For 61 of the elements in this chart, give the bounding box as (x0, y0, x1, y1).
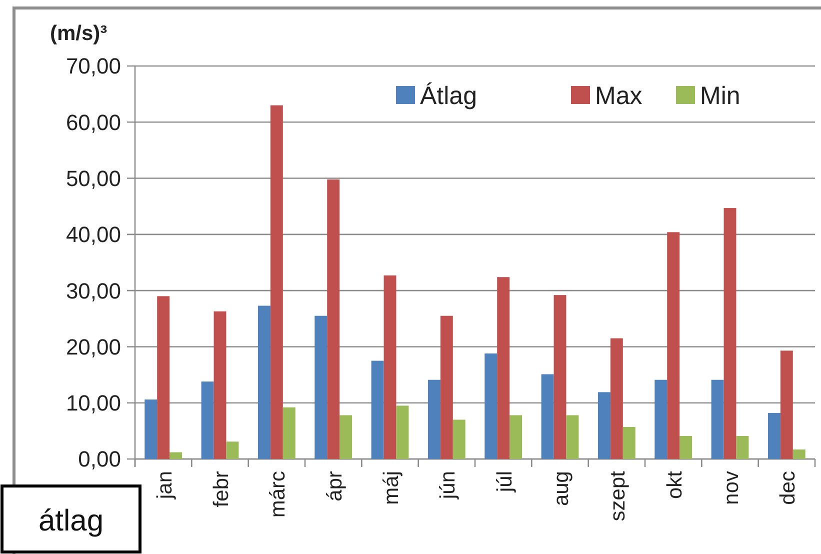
bar (484, 353, 498, 459)
bar (680, 436, 692, 459)
bar (371, 360, 384, 459)
bar (226, 442, 239, 459)
legend-label: Min (700, 82, 740, 110)
bar (384, 275, 396, 459)
bar (792, 449, 806, 459)
bar (170, 452, 182, 459)
bar (711, 380, 724, 459)
bar (314, 316, 328, 459)
bar (654, 380, 668, 459)
y-axis-title: (m/s)³ (50, 22, 108, 45)
bar (201, 382, 214, 459)
bar (610, 338, 623, 459)
x-tick-label: aug (550, 471, 573, 506)
bar (497, 277, 510, 459)
bar (396, 406, 409, 459)
text: átlag (38, 504, 104, 538)
bar (157, 296, 170, 459)
bar (667, 232, 680, 459)
bar (566, 415, 579, 459)
bar (736, 436, 749, 459)
bar (144, 399, 158, 459)
y-tick-label: 50,00 (66, 166, 121, 191)
bar (510, 415, 522, 459)
bar (428, 380, 440, 459)
bar (327, 179, 340, 459)
y-tick-label: 30,00 (66, 278, 121, 304)
x-tick-label: dec (776, 471, 800, 505)
bar (724, 208, 736, 459)
x-tick-label: febr (210, 470, 233, 508)
bar (440, 316, 453, 459)
y-tick-label: 10,00 (66, 390, 121, 416)
legend-label: Max (595, 82, 643, 110)
bar (270, 105, 283, 459)
bar (768, 412, 780, 459)
bar (780, 350, 793, 459)
y-tick-label: 20,00 (66, 334, 121, 360)
x-tick-label: ápr (323, 471, 346, 502)
bar (598, 392, 610, 459)
x-tick-label: márc (266, 471, 290, 518)
bar (340, 415, 352, 459)
x-tick-label: máj (380, 471, 403, 505)
legend-label: Átlag (420, 82, 477, 110)
bar (554, 295, 566, 459)
x-tick-label: jan (153, 471, 176, 500)
bar (622, 427, 636, 459)
bar (258, 306, 270, 459)
y-tick-label: 60,00 (66, 110, 121, 135)
y-tick-label: 0,00 (78, 446, 121, 472)
bar (541, 374, 554, 459)
x-tick-label: nov (720, 470, 743, 505)
bar (214, 311, 226, 459)
x-tick-label: szept (606, 470, 630, 522)
x-tick-label: júl (493, 471, 516, 494)
x-tick-label: jún (436, 471, 460, 500)
x-tick-label: okt (663, 470, 686, 500)
bar (282, 407, 296, 459)
bar (452, 420, 466, 459)
y-tick-label: 70,00 (66, 54, 121, 79)
y-tick-label: 40,00 (66, 222, 121, 248)
